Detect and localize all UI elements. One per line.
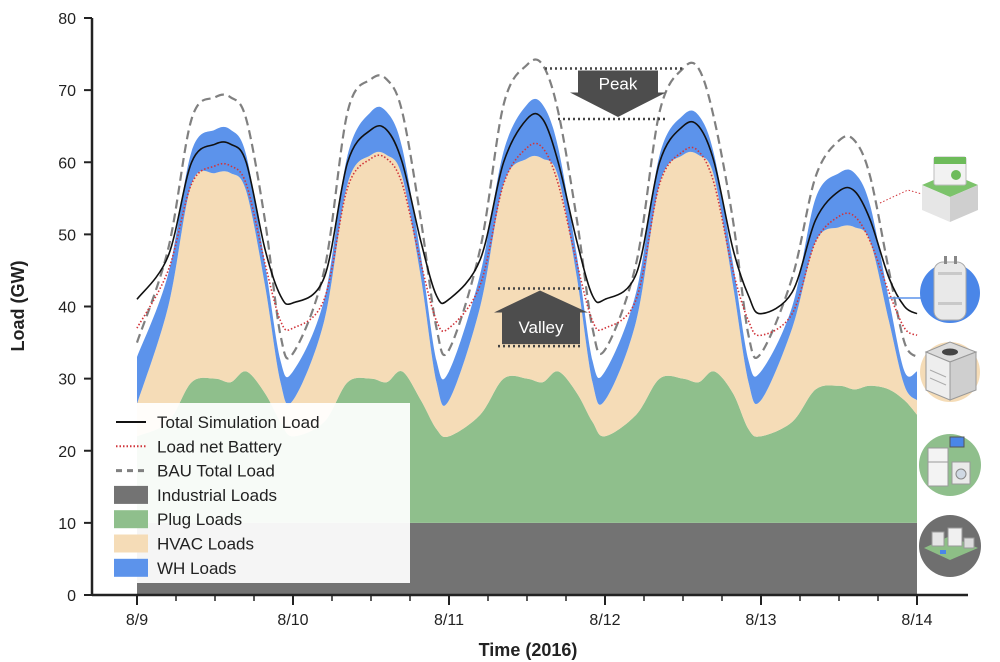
valley-label: Valley [518, 318, 564, 337]
peak-arrow [570, 70, 666, 117]
bau-total-load-line [135, 58, 918, 360]
legend-label: Load net Battery [157, 437, 282, 456]
water-heater-icon [888, 256, 980, 323]
x-tick-label: 8/9 [126, 612, 148, 629]
peak-label: Peak [599, 74, 638, 93]
y-tick-label: 30 [58, 372, 76, 389]
legend-label: WH Loads [157, 559, 236, 578]
y-tick-label: 50 [58, 227, 76, 244]
load-net-battery-line [136, 142, 918, 337]
plug-appliances-icon [919, 434, 981, 496]
valley-arrow [494, 290, 588, 345]
legend-swatch [114, 534, 148, 553]
legend: Total Simulation Load Load net Battery BAU… [114, 413, 320, 578]
legend-label: Industrial Loads [157, 486, 277, 505]
legend-swatch [114, 510, 148, 529]
legend-label: BAU Total Load [157, 462, 275, 481]
legend-label: HVAC Loads [157, 535, 254, 554]
legend-label: Plug Loads [157, 510, 242, 529]
series-lines [135, 58, 918, 360]
hvac-unit-icon [920, 341, 980, 402]
legend-swatch [114, 558, 148, 577]
y-ticks: 0 10 20 30 40 50 60 70 80 [58, 11, 92, 605]
total-simulation-load-line [136, 112, 918, 315]
x-tick-label: 8/11 [434, 612, 464, 629]
y-tick-label: 40 [58, 300, 76, 317]
y-tick-label: 0 [67, 588, 76, 605]
legend-box [108, 403, 410, 583]
side-icons [879, 156, 981, 577]
y-axis-title: Load (GW) [8, 261, 28, 352]
legend-label: Total Simulation Load [157, 413, 320, 432]
legend-swatch [114, 485, 148, 504]
industrial-facility-icon [919, 515, 981, 577]
y-tick-label: 20 [58, 444, 76, 461]
y-tick-label: 10 [58, 516, 76, 533]
x-axis-title: Time (2016) [479, 640, 578, 660]
y-tick-label: 80 [58, 11, 76, 28]
x-tick-label: 8/10 [277, 612, 308, 629]
x-tick-label: 8/13 [745, 612, 776, 629]
callouts: Peak Valley [494, 67, 685, 348]
x-tick-label: 8/12 [589, 612, 620, 629]
hvac-loads-area [137, 151, 917, 438]
x-ticks: 8/9 8/10 8/11 8/12 8/13 8/14 [126, 595, 933, 629]
x-tick-label: 8/14 [901, 612, 932, 629]
ev-charger-building-icon [879, 156, 978, 222]
y-tick-label: 60 [58, 155, 76, 172]
y-tick-label: 70 [58, 83, 76, 100]
